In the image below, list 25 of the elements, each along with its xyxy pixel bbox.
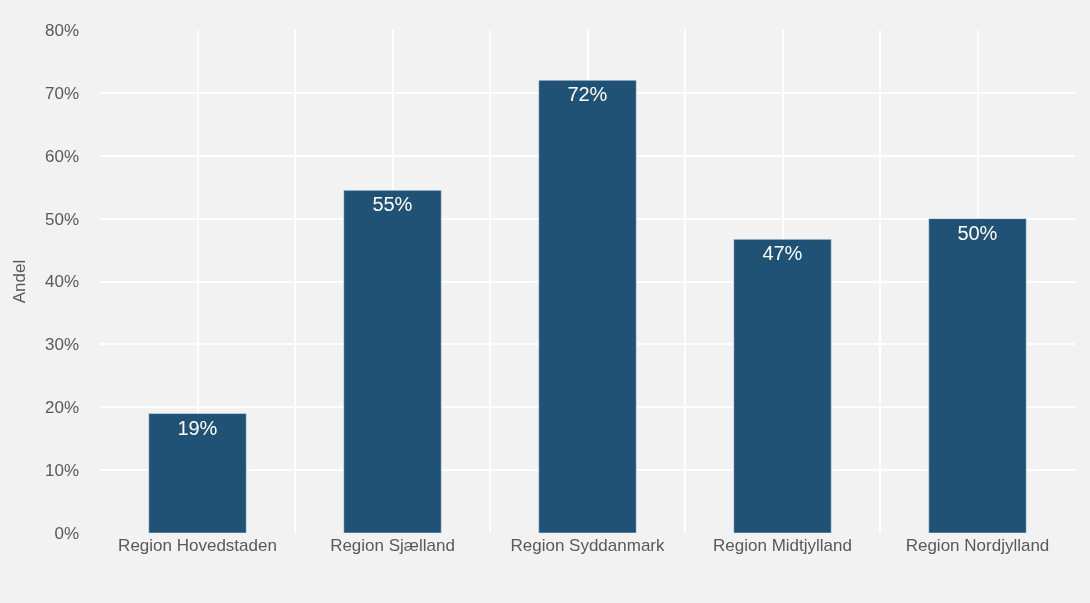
bar xyxy=(928,218,1027,533)
data-label: 50% xyxy=(957,221,998,244)
y-tick-label: 10% xyxy=(44,461,79,481)
bar xyxy=(733,239,832,533)
x-tick-label: Region Nordjylland xyxy=(905,536,1050,555)
data-label: 55% xyxy=(372,193,413,216)
x-tick-label: Region Hovedstaden xyxy=(118,536,277,555)
y-tick-label: 80% xyxy=(44,20,79,40)
y-tick-label: 50% xyxy=(44,209,79,229)
data-label: 72% xyxy=(567,83,608,106)
y-tick-label: 70% xyxy=(44,83,79,103)
y-tick-label: 20% xyxy=(44,398,79,418)
bar xyxy=(148,413,247,533)
bar xyxy=(343,190,442,533)
y-tick-label: 40% xyxy=(44,272,79,292)
y-axis-title: Andel xyxy=(9,259,29,304)
y-tick-label: 30% xyxy=(44,335,79,355)
x-tick-label: Region Syddanmark xyxy=(510,536,666,555)
data-label: 19% xyxy=(177,416,218,439)
y-tick-label: 0% xyxy=(54,523,79,543)
y-tick-label: 60% xyxy=(44,146,79,166)
x-tick-label: Region Midtjylland xyxy=(713,536,852,555)
data-label: 47% xyxy=(762,242,803,265)
bar xyxy=(538,80,637,533)
x-tick-label: Region Sjælland xyxy=(330,536,455,555)
